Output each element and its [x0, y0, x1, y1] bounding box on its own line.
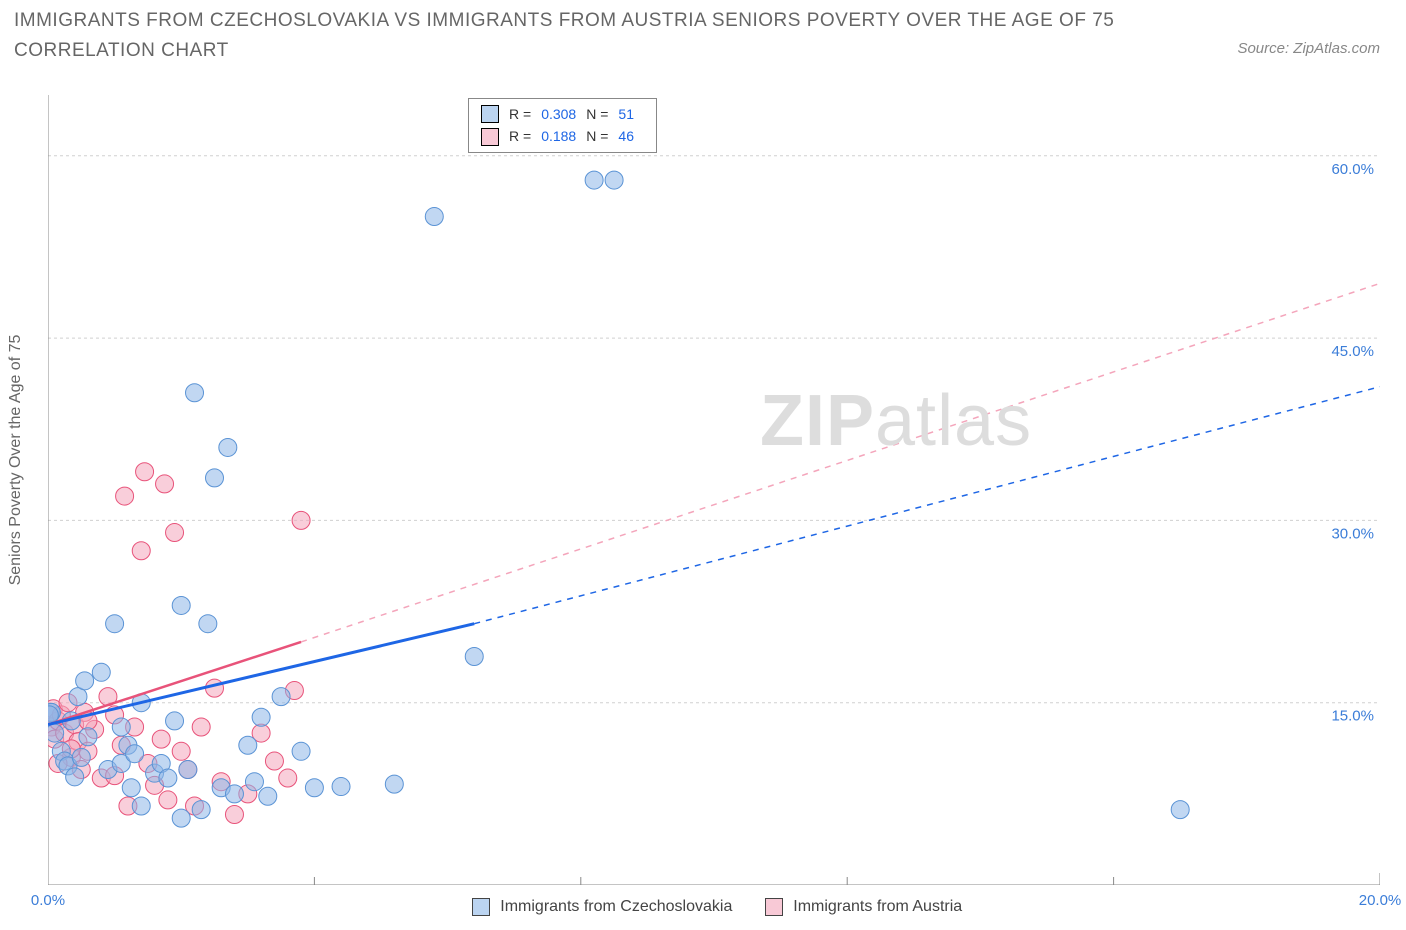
- bottom-legend: Immigrants from Czechoslovakia Immigrant…: [0, 898, 1406, 916]
- r-label: R =: [509, 103, 541, 125]
- legend-label-blue: Immigrants from Czechoslovakia: [500, 898, 732, 915]
- chart-container: IMMIGRANTS FROM CZECHOSLOVAKIA VS IMMIGR…: [0, 0, 1406, 930]
- n-value-blue: 51: [618, 103, 644, 125]
- r-value-pink: 0.188: [541, 125, 586, 147]
- chart-area: 15.0% 30.0% 45.0% 60.0% R = 0.308 N = 51 R …: [48, 95, 1380, 885]
- svg-text:15.0%: 15.0%: [1331, 708, 1374, 725]
- svg-text:60.0%: 60.0%: [1331, 161, 1374, 178]
- legend-label-pink: Immigrants from Austria: [793, 898, 962, 915]
- y-axis-label: Seniors Poverty Over the Age of 75: [7, 335, 25, 586]
- legend-swatch-pink-icon: [765, 898, 783, 916]
- r-label2: R =: [509, 125, 541, 147]
- n-value-pink: 46: [618, 125, 644, 147]
- n-label: N =: [586, 103, 618, 125]
- svg-text:30.0%: 30.0%: [1331, 525, 1374, 542]
- legend-swatch-blue-icon: [472, 898, 490, 916]
- n-label2: N =: [586, 125, 618, 147]
- svg-text:45.0%: 45.0%: [1331, 343, 1374, 360]
- chart-svg: 15.0% 30.0% 45.0% 60.0%: [48, 95, 1380, 885]
- source-label: Source: ZipAtlas.com: [1237, 40, 1380, 57]
- r-value-blue: 0.308: [541, 103, 586, 125]
- swatch-blue-icon: [481, 105, 499, 123]
- swatch-pink-icon: [481, 128, 499, 146]
- chart-title: IMMIGRANTS FROM CZECHOSLOVAKIA VS IMMIGR…: [14, 6, 1126, 67]
- correlation-legend: R = 0.308 N = 51 R = 0.188 N = 46: [468, 98, 657, 153]
